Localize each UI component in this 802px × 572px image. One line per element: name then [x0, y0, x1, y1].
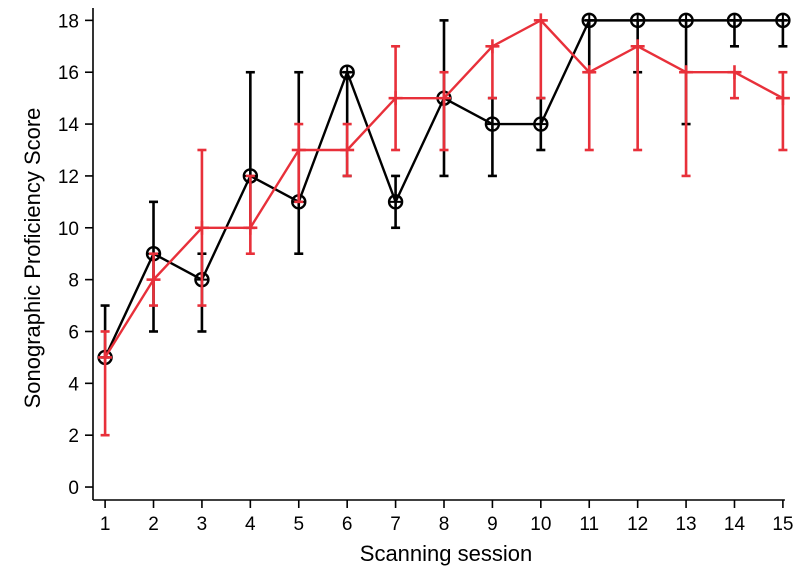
x-tick-label: 15	[772, 514, 793, 535]
x-tick-label: 11	[579, 514, 599, 535]
data-point	[582, 65, 597, 80]
data-point	[388, 91, 403, 106]
x-tick-label: 3	[197, 514, 208, 535]
data-point	[98, 350, 113, 365]
data-point	[533, 13, 548, 28]
x-tick-label: 9	[487, 514, 498, 535]
data-point	[485, 39, 500, 54]
y-tick-label: 4	[68, 374, 79, 395]
data-point	[727, 65, 742, 80]
data-point	[630, 39, 645, 54]
x-tick-label: 8	[439, 514, 450, 535]
y-tick-label: 10	[58, 219, 79, 240]
data-point	[533, 116, 549, 132]
x-tick-label: 14	[724, 514, 746, 535]
y-tick-label: 12	[58, 167, 79, 188]
x-tick-label: 4	[245, 514, 256, 535]
x-tick-label: 7	[390, 514, 401, 535]
data-point	[678, 12, 694, 29]
data-point	[243, 220, 258, 235]
x-axis-title: Scanning session	[360, 541, 532, 566]
data-point	[726, 12, 743, 29]
data-point	[387, 194, 404, 210]
data-point	[484, 116, 501, 132]
data-point	[339, 64, 355, 80]
data-point	[775, 91, 790, 106]
series-layer	[97, 12, 791, 437]
data-point	[194, 220, 209, 235]
y-axis-title: Sonographic Proficiency Score	[20, 108, 45, 409]
data-point	[437, 91, 451, 106]
y-tick-label: 2	[68, 426, 79, 447]
data-point	[340, 143, 355, 157]
x-tick-label: 1	[100, 514, 111, 535]
data-point	[775, 12, 791, 29]
y-tick-label: 16	[58, 63, 79, 84]
data-point	[146, 272, 161, 287]
x-tick-label: 12	[627, 514, 648, 535]
y-tick-label: 0	[68, 478, 79, 499]
y-tick-label: 6	[68, 322, 79, 343]
series-2	[98, 13, 790, 437]
data-point	[291, 143, 306, 157]
y-tick-label: 18	[58, 11, 79, 32]
x-tick-label: 6	[342, 514, 353, 535]
x-tick-label: 13	[675, 514, 696, 535]
y-tick-label: 8	[68, 271, 79, 292]
x-tick-label: 10	[530, 514, 551, 535]
data-point	[679, 65, 694, 80]
data-point	[629, 12, 646, 29]
y-tick-label: 14	[58, 115, 80, 136]
data-point	[581, 12, 597, 29]
x-tick-label: 2	[148, 514, 159, 535]
x-tick-label: 5	[293, 514, 304, 535]
